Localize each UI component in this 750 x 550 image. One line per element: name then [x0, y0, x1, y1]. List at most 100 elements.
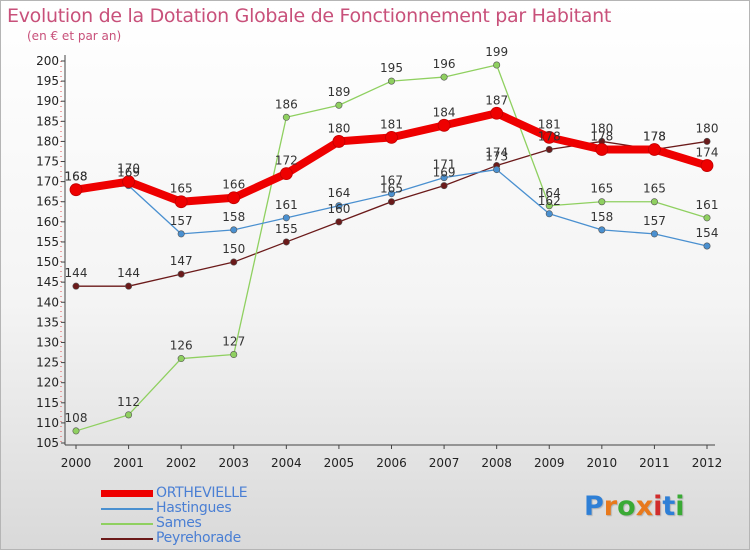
data-point-sames [493, 61, 501, 69]
data-label-hastingues: 154 [696, 226, 719, 240]
legend-swatch-hastingues [101, 508, 153, 510]
x-tick-label: 2012 [692, 456, 723, 470]
data-label-orthevielle: 180 [327, 121, 350, 135]
y-tick-label: 165 [36, 195, 59, 209]
y-tick-label: 135 [36, 315, 59, 329]
data-label-peyrehorade: 160 [327, 202, 350, 216]
data-label-peyrehorade: 174 [485, 146, 508, 160]
logo-letter: x [635, 491, 654, 522]
data-point-peyrehorade [230, 258, 238, 266]
data-label-sames: 127 [222, 335, 245, 349]
x-tick-label: 2002 [166, 456, 197, 470]
data-point-orthevielle [69, 183, 83, 197]
y-tick-label: 125 [36, 356, 59, 370]
data-point-sames [598, 198, 606, 206]
logo-letter: r [603, 491, 618, 522]
legend-label-sames: Sames [156, 515, 202, 531]
data-label-hastingues: 158 [590, 210, 613, 224]
data-point-orthevielle [542, 130, 556, 144]
data-point-peyrehorade [440, 182, 448, 190]
data-label-orthevielle: 174 [696, 146, 719, 160]
data-point-sames [545, 202, 553, 210]
data-label-orthevielle: 178 [643, 129, 666, 143]
data-point-sames [125, 411, 133, 419]
x-tick-label: 2007 [429, 456, 460, 470]
data-label-orthevielle: 172 [275, 154, 298, 168]
data-point-hastingues [650, 230, 658, 238]
data-label-orthevielle: 166 [222, 178, 245, 192]
data-label-hastingues: 157 [170, 214, 193, 228]
data-label-peyrehorade: 169 [433, 166, 456, 180]
data-label-hastingues: 164 [327, 186, 350, 200]
data-point-hastingues [440, 174, 448, 182]
data-point-hastingues [177, 230, 185, 238]
y-tick-label: 150 [36, 255, 59, 269]
y-tick-label: 145 [36, 275, 59, 289]
data-point-sames [282, 113, 290, 121]
legend-swatch-sames [101, 523, 153, 525]
data-label-sames: 161 [696, 198, 719, 212]
data-point-peyrehorade [703, 137, 711, 145]
data-label-orthevielle: 184 [433, 105, 456, 119]
data-point-orthevielle [437, 118, 451, 132]
logo-letter: P [584, 491, 604, 522]
data-point-orthevielle [279, 167, 293, 180]
data-label-orthevielle: 170 [117, 162, 140, 176]
x-tick-label: 2009 [534, 456, 565, 470]
chart-subtitle: (en € et par an) [27, 29, 122, 43]
data-label-sames: 108 [65, 411, 88, 425]
data-point-orthevielle [332, 135, 346, 148]
data-point-peyrehorade [545, 145, 553, 153]
data-label-peyrehorade: 155 [275, 222, 298, 236]
data-label-peyrehorade: 178 [643, 129, 666, 143]
data-point-peyrehorade [282, 238, 290, 246]
data-point-sames [335, 101, 343, 109]
data-point-hastingues [387, 190, 395, 198]
data-label-hastingues: 157 [643, 214, 666, 228]
y-tick-label: 160 [36, 215, 59, 229]
y-tick-label: 200 [36, 54, 59, 68]
y-tick-label: 115 [36, 396, 59, 410]
data-label-sames: 186 [275, 97, 298, 111]
data-point-sames [387, 77, 395, 85]
logo-letter: t [662, 491, 676, 522]
data-label-peyrehorade: 147 [170, 254, 193, 268]
legend-label-hastingues: Hastingues [156, 500, 232, 516]
proxiti-logo: Proxiti [584, 491, 685, 522]
data-point-peyrehorade [387, 198, 395, 206]
y-tick-label: 130 [36, 335, 59, 349]
data-point-sames [703, 214, 711, 222]
data-label-orthevielle: 181 [380, 117, 403, 131]
data-point-hastingues [703, 242, 711, 250]
logo-letter: o [617, 491, 636, 522]
data-label-hastingues: 167 [380, 174, 403, 188]
x-tick-label: 2003 [218, 456, 249, 470]
data-label-peyrehorade: 144 [65, 266, 88, 280]
data-point-peyrehorade [125, 282, 133, 290]
data-label-hastingues: 169 [117, 166, 140, 180]
data-point-orthevielle [385, 130, 398, 144]
x-tick-label: 2001 [113, 456, 144, 470]
data-label-orthevielle: 168 [65, 170, 88, 184]
data-label-peyrehorade: 165 [380, 182, 403, 196]
data-label-peyrehorade: 180 [696, 121, 719, 135]
x-tick-label: 2006 [376, 456, 407, 470]
data-label-peyrehorade: 178 [538, 129, 561, 143]
data-point-hastingues [335, 202, 343, 210]
data-point-hastingues [598, 226, 606, 234]
legend-label-peyrehorade: Peyrehorade [156, 530, 241, 546]
data-point-orthevielle [648, 143, 661, 156]
data-point-orthevielle [490, 106, 504, 120]
data-label-peyrehorade: 144 [117, 266, 140, 280]
x-tick-label: 2000 [61, 456, 92, 470]
data-point-peyrehorade [335, 218, 343, 226]
data-label-sames: 165 [643, 182, 666, 196]
chart-title: Evolution de la Dotation Globale de Fonc… [7, 5, 612, 27]
x-tick-label: 2005 [324, 456, 355, 470]
y-tick-label: 190 [36, 94, 59, 108]
data-point-hastingues [545, 210, 553, 218]
data-point-sames [230, 351, 238, 359]
data-label-sames: 112 [117, 395, 140, 409]
data-point-sames [177, 355, 185, 363]
